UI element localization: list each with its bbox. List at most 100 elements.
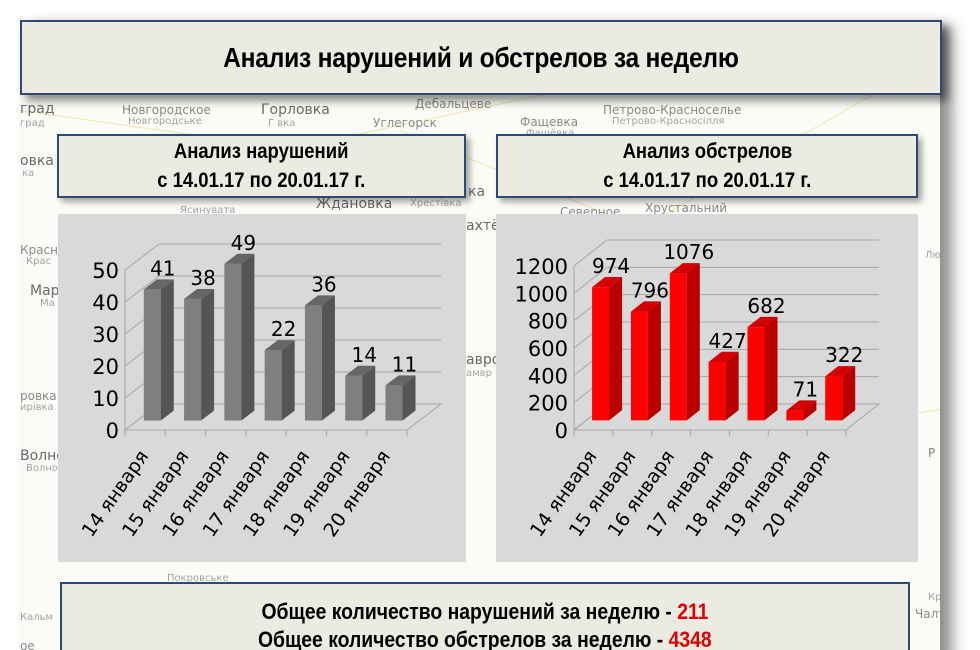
map-place-label: Дебальцеве xyxy=(415,97,492,111)
bar-top xyxy=(184,288,215,299)
y-tick-label: 400 xyxy=(528,364,568,388)
shelling-total-line: Общее количество обстрелов за неделю - 4… xyxy=(258,626,712,650)
bar-top xyxy=(825,366,856,377)
map-place-label: Лю xyxy=(925,250,940,261)
bar-top xyxy=(224,253,255,264)
gridline-diagonal xyxy=(124,243,160,271)
map-place-label: Петрово-Красноселье xyxy=(603,103,742,117)
shelling-header-box: Анализ обстрелов с 14.01.17 по 20.01.17 … xyxy=(496,134,918,198)
violations-total-label: Общее количество нарушений за неделю - xyxy=(261,599,678,624)
bar-top xyxy=(786,400,817,411)
map-place-label: Новгородське xyxy=(128,116,202,127)
bar-side xyxy=(686,263,700,421)
bar-front xyxy=(786,410,804,421)
shelling-header-title: Анализ обстрелов xyxy=(622,140,792,163)
data-label: 36 xyxy=(311,272,336,296)
y-tick-label: 1200 xyxy=(515,255,568,279)
data-label: 427 xyxy=(709,329,747,353)
bar-front xyxy=(143,289,161,421)
violations-header-period: с 14.01.17 по 20.01.17 г. xyxy=(157,169,366,192)
violations-header-title: Анализ нарушений xyxy=(174,140,349,163)
map-place-label: Фащёвка xyxy=(526,128,574,140)
map-place-label: ахтё xyxy=(466,218,500,234)
bar-side xyxy=(160,279,174,421)
data-label: 41 xyxy=(150,256,175,280)
map-place-label: овка xyxy=(20,153,54,169)
map-place-label: град xyxy=(20,118,45,129)
data-label: 1076 xyxy=(663,240,714,264)
data-label: 682 xyxy=(747,294,785,318)
page-title: Анализ нарушений и обстрелов за неделю xyxy=(223,41,739,73)
map-place-label: Фащевка xyxy=(520,115,579,129)
map-place-label: ровка xyxy=(20,389,57,403)
bar-side xyxy=(241,253,255,421)
weekly-summary-box: Общее количество нарушений за неделю - 2… xyxy=(60,582,910,650)
map-place-label: Петрово-Красносілля xyxy=(612,116,725,127)
y-tick-label: 30 xyxy=(92,323,119,347)
data-label: 22 xyxy=(271,317,296,341)
map-place-label: Хрестівка xyxy=(410,198,462,209)
map-place-label: авро xyxy=(466,352,501,368)
map-place-label: Новгородское xyxy=(122,103,211,117)
map-place-label: Ясинувата xyxy=(180,205,236,216)
bar-side xyxy=(764,316,778,421)
map-place-label: Углегорск xyxy=(373,116,437,130)
map-place-label: Р xyxy=(928,446,936,460)
violations-total-line: Общее количество нарушений за неделю - 2… xyxy=(262,598,709,626)
bar-side xyxy=(362,365,376,421)
bar-front xyxy=(708,362,726,421)
shelling-total-value: 4348 xyxy=(668,627,712,650)
map-place-label: Хрустальний xyxy=(645,201,728,215)
bar-side xyxy=(725,351,739,421)
map-place-label: амвр xyxy=(466,368,492,379)
y-tick-label: 0 xyxy=(106,419,119,443)
y-tick-label: 800 xyxy=(528,310,568,334)
map-place-label: ка xyxy=(468,184,486,200)
shelling-total-label: Общее количество обстрелов за неделю - xyxy=(258,627,669,650)
page-title-box: Анализ нарушений и обстрелов за неделю xyxy=(20,20,942,95)
map-place-label: Покровське xyxy=(167,573,229,584)
y-tick-label: 50 xyxy=(92,259,119,283)
map-place-label: Красн xyxy=(20,243,58,257)
bar-top xyxy=(708,351,739,363)
bar-top xyxy=(592,277,623,288)
y-tick-label: 0 xyxy=(555,419,568,443)
bar-top xyxy=(630,301,661,312)
shelling-chart: 0 200 400 600 800 1000 1200 974 14 января 796 15 я… xyxy=(496,214,918,562)
bar-side xyxy=(281,340,295,421)
bar-side xyxy=(201,288,215,421)
y-tick-label: 600 xyxy=(528,337,568,361)
bar-front xyxy=(592,287,610,421)
bar-front xyxy=(747,327,765,421)
map-place-label: ка xyxy=(22,168,35,179)
bar-top xyxy=(264,340,295,351)
bar-top xyxy=(345,365,376,376)
map-place-label: Горловка xyxy=(261,102,330,118)
gridline-diagonal xyxy=(573,266,608,294)
data-label: 322 xyxy=(825,343,863,367)
map-place-label: ирівка xyxy=(20,402,54,413)
bar-front xyxy=(630,311,648,421)
map-place-label: Мар xyxy=(30,283,60,299)
bar-top xyxy=(304,295,335,306)
bar-side xyxy=(609,277,623,421)
bar-front xyxy=(825,376,843,421)
gridline-diagonal xyxy=(124,275,160,303)
bar-front xyxy=(224,263,242,421)
bar-top xyxy=(747,316,778,328)
bar-front xyxy=(184,298,202,421)
y-tick-label: 10 xyxy=(92,387,119,411)
data-label: 71 xyxy=(793,377,818,401)
bar-top xyxy=(669,263,700,274)
map-place-label: Чалт xyxy=(915,607,940,621)
bar-top xyxy=(143,279,174,290)
map-place-label: ое xyxy=(20,639,35,650)
gridline-diagonal xyxy=(573,239,608,267)
violations-header-box: Анализ нарушений с 14.01.17 по 20.01.17 … xyxy=(57,134,466,198)
y-tick-label: 1000 xyxy=(515,282,568,306)
y-tick-label: 20 xyxy=(92,355,119,379)
bar-front xyxy=(304,305,322,421)
map-place-label: Кр xyxy=(928,592,940,603)
data-label: 14 xyxy=(351,343,376,367)
